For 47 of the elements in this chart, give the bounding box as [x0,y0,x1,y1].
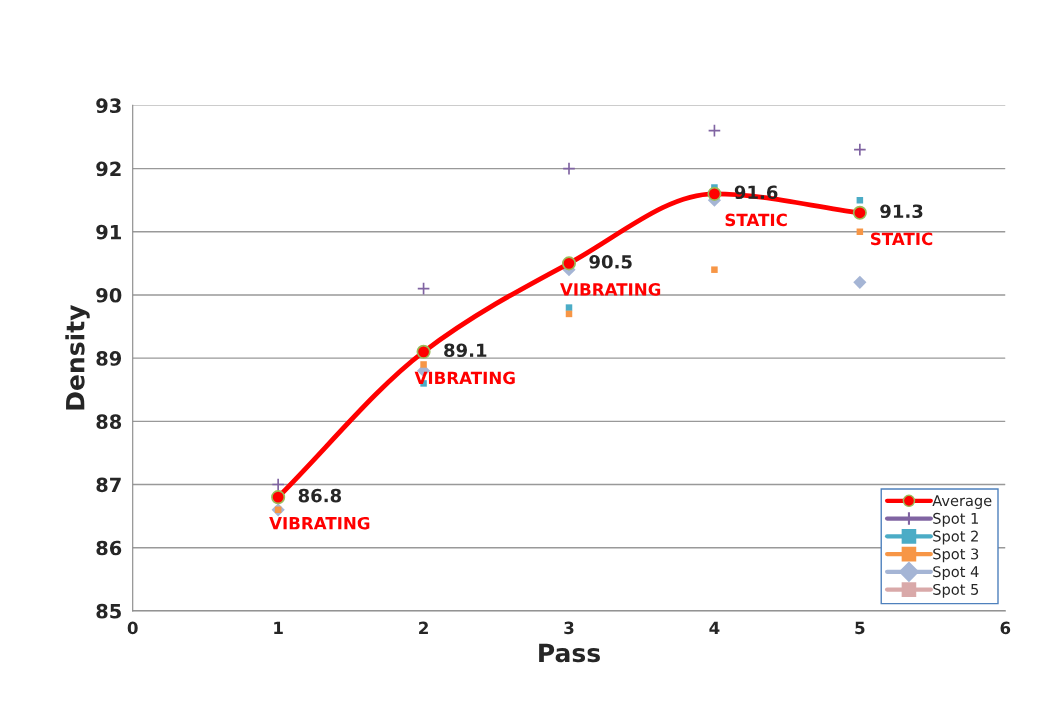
x-axis-title: Pass [539,643,600,663]
annotation: VIBRATING [414,371,515,385]
x-tick-label: 2 [419,621,428,634]
point [852,205,867,220]
x-tick-label: 5 [855,621,865,635]
point [420,361,427,368]
point [853,142,867,157]
data-label: 90.5 [589,254,632,269]
point [416,281,431,296]
y-tick-label: 89 [96,351,122,366]
annotation: VIBRATING [560,283,661,296]
legend-label: Spot 3 [933,548,979,563]
x-tick-label: 1 [274,621,283,634]
point [561,256,577,271]
data-label: 91.3 [880,204,923,219]
y-tick-label: 90 [96,287,122,303]
y-tick-label: 87 [96,477,121,493]
y-tick-label: 86 [96,540,122,556]
legend-label: Average [932,495,992,509]
y-axis-title: Density [65,304,90,410]
x-tick-label: 0 [127,621,138,635]
data-label: 89.1 [444,343,487,358]
y-tick-label: 88 [96,414,122,429]
annotation: VIBRATING [269,516,370,530]
point [562,161,576,176]
point [707,186,722,201]
y-tick-label: 92 [96,161,121,177]
point [565,304,573,311]
point [853,275,867,289]
y-tick-label: 91 [96,224,121,240]
point [271,490,286,505]
annotation: STATIC [870,232,933,246]
data-label: 86.8 [298,488,342,503]
legend-label: Spot 1 [933,512,978,527]
x-tick-label: 4 [709,621,720,634]
legend-label: Spot 5 [933,583,979,598]
point [271,477,285,492]
legend-label: Spot 2 [933,530,978,545]
legend-label: Spot 4 [933,566,979,580]
x-tick-label: 3 [564,621,574,635]
y-tick-label: 85 [96,603,121,619]
annotation: STATIC [725,213,787,227]
y-tick-label: 93 [96,98,121,114]
point [711,266,718,273]
point [707,124,722,138]
point [416,344,431,359]
x-tick-label: 6 [1000,621,1011,635]
